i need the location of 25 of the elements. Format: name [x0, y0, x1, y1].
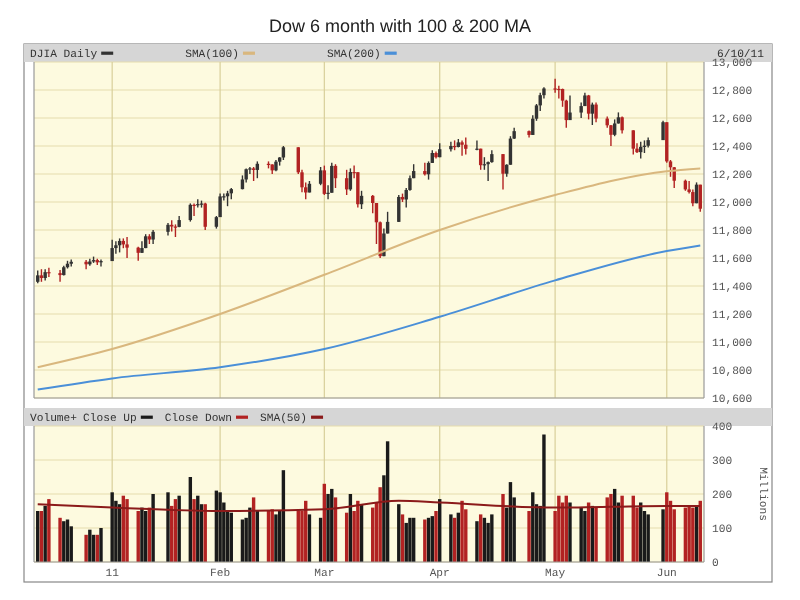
- candlestick: [631, 129, 635, 156]
- candlestick: [568, 94, 572, 121]
- candlestick: [248, 166, 252, 175]
- candlestick: [475, 139, 479, 151]
- candlestick: [192, 202, 196, 217]
- candlestick: [356, 171, 360, 209]
- candlestick: [460, 139, 464, 157]
- chart-title: Dow 6 month with 100 & 200 MA: [268, 16, 532, 36]
- candlestick: [114, 240, 118, 255]
- candlestick: [553, 78, 557, 94]
- candlestick: [423, 162, 427, 177]
- line-series: [36, 167, 702, 369]
- candlestick: [594, 101, 598, 123]
- candlestick: [58, 269, 62, 283]
- candlestick: [449, 141, 453, 153]
- candlestick: [318, 166, 323, 186]
- candlestick: [47, 267, 51, 278]
- line-series: [36, 244, 702, 391]
- candlestick: [609, 124, 613, 147]
- candlestick: [557, 85, 561, 100]
- candlestick: [125, 236, 129, 259]
- candlestick: [99, 258, 103, 268]
- candlestick: [501, 153, 505, 191]
- candlestick: [322, 164, 327, 196]
- candlestick: [385, 211, 390, 235]
